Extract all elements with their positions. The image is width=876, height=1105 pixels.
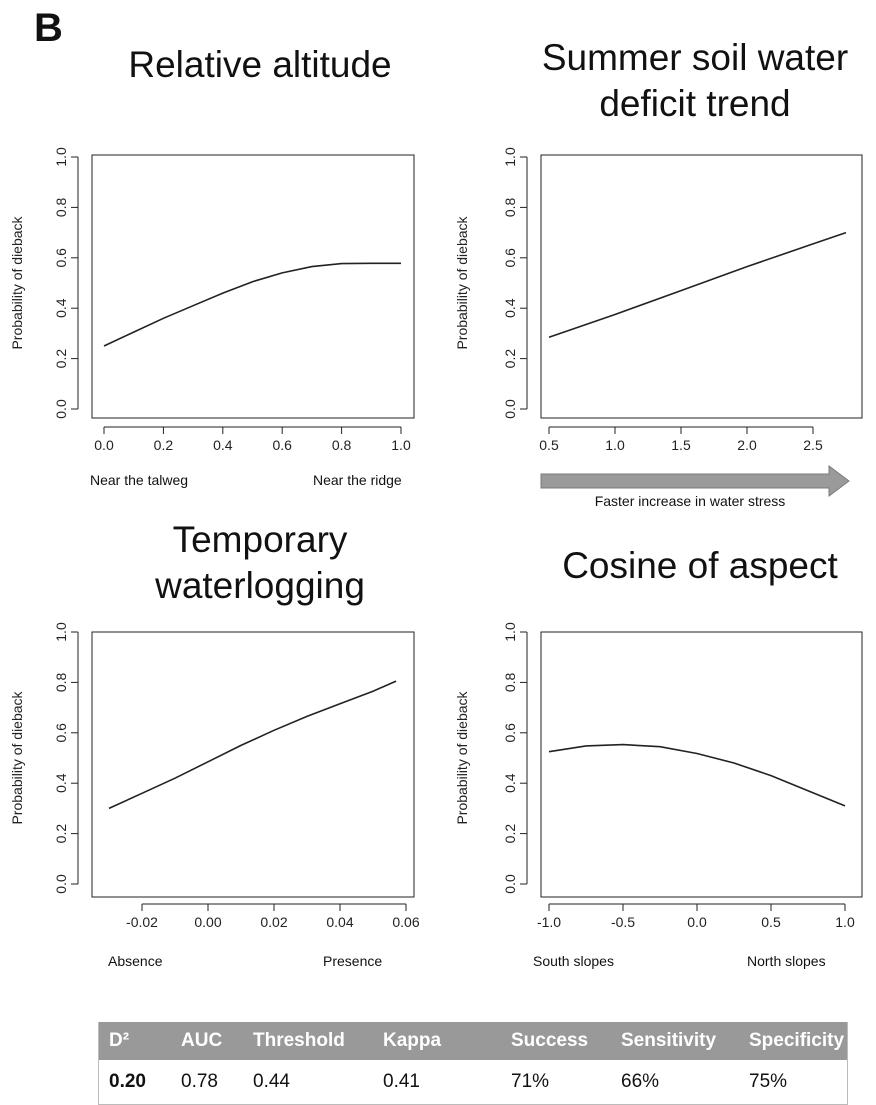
y-tick-label: 0.2 <box>53 824 69 844</box>
title-relative-altitude: Relative altitude <box>128 44 392 85</box>
y-tick-label: 0.6 <box>53 248 69 268</box>
panel-label: B <box>34 6 63 50</box>
y-axis-title: Probability of dieback <box>454 690 470 824</box>
value-specificity: 75% <box>739 1060 848 1105</box>
x-tick-label: 0.6 <box>272 437 292 453</box>
y-tick-label: 0.8 <box>53 672 69 692</box>
title-soil-water-deficit: Summer soil water deficit trend <box>541 37 849 124</box>
x-tick-label: -0.5 <box>611 914 635 930</box>
x-tick-label: 1.5 <box>671 437 691 453</box>
value-success: 71% <box>501 1060 611 1105</box>
x-tick-label: 1.0 <box>835 914 855 930</box>
x-tick-label: 0.2 <box>154 437 174 453</box>
x-right-label-altitude: Near the ridge <box>313 472 402 488</box>
response-curve <box>548 231 847 338</box>
plot-frame <box>540 631 863 898</box>
y-tick-label: 0.8 <box>502 672 518 692</box>
header-d2: D² <box>98 1022 171 1060</box>
x-tick-label: 0.8 <box>332 437 352 453</box>
y-tick-label: 1.0 <box>502 147 518 167</box>
plot-frame <box>540 154 863 419</box>
response-curve <box>108 680 397 810</box>
x-tick-label: 0.0 <box>687 914 707 930</box>
stats-header-row: D² AUC Threshold Kappa Success Sensitivi… <box>98 1022 848 1060</box>
value-threshold: 0.44 <box>243 1060 373 1105</box>
x-tick-label: 0.06 <box>392 914 419 930</box>
plot-frame <box>91 631 415 898</box>
x-left-label-waterlogging: Absence <box>108 953 163 969</box>
x-tick-label: -1.0 <box>537 914 561 930</box>
response-curve <box>103 262 401 347</box>
header-success: Success <box>501 1022 611 1060</box>
stats-value-row: 0.20 0.78 0.44 0.41 71% 66% 75% <box>98 1060 848 1105</box>
x-tick-label: 0.0 <box>94 437 114 453</box>
header-kappa: Kappa <box>373 1022 501 1060</box>
x-tick-label: 1.0 <box>391 437 411 453</box>
y-tick-label: 0.0 <box>53 399 69 419</box>
stats-table: D² AUC Threshold Kappa Success Sensitivi… <box>98 1022 848 1105</box>
x-tick-label: 2.0 <box>737 437 757 453</box>
x-tick-label: 1.0 <box>605 437 625 453</box>
header-sensitivity: Sensitivity <box>611 1022 739 1060</box>
y-axis-title: Probability of dieback <box>9 215 25 349</box>
x-right-label-waterlogging: Presence <box>323 953 383 969</box>
y-tick-label: 0.6 <box>502 723 518 743</box>
y-tick-label: 0.2 <box>502 349 518 369</box>
value-kappa: 0.41 <box>373 1060 501 1105</box>
response-curve <box>548 743 846 807</box>
x-tick-label: 0.5 <box>761 914 781 930</box>
y-tick-label: 0.6 <box>502 248 518 268</box>
arrow-caption: Faster increase in water stress <box>594 493 786 509</box>
y-tick-label: 0.0 <box>502 399 518 419</box>
y-tick-label: 0.0 <box>53 874 69 894</box>
y-tick-label: 0.4 <box>502 773 518 793</box>
title-waterlogging: Temporary waterlogging <box>155 519 365 606</box>
header-threshold: Threshold <box>243 1022 373 1060</box>
y-tick-label: 0.4 <box>53 773 69 793</box>
value-auc: 0.78 <box>171 1060 243 1105</box>
y-tick-label: 0.0 <box>502 874 518 894</box>
y-tick-label: 0.8 <box>53 197 69 217</box>
y-tick-label: 0.2 <box>502 824 518 844</box>
y-tick-label: 0.6 <box>53 723 69 743</box>
y-tick-label: 1.0 <box>502 622 518 642</box>
y-tick-label: 0.8 <box>502 197 518 217</box>
y-tick-label: 0.4 <box>502 298 518 318</box>
x-tick-label: -0.02 <box>126 914 158 930</box>
title-cosine-aspect: Cosine of aspect <box>562 545 838 586</box>
value-d2: 0.20 <box>98 1060 171 1105</box>
header-auc: AUC <box>171 1022 243 1060</box>
y-tick-label: 1.0 <box>53 147 69 167</box>
x-tick-label: 0.5 <box>539 437 559 453</box>
y-axis-title: Probability of dieback <box>454 215 470 349</box>
x-left-label-altitude: Near the talweg <box>90 472 189 488</box>
y-tick-label: 0.2 <box>53 349 69 369</box>
y-tick-label: 0.4 <box>53 298 69 318</box>
x-tick-label: 0.00 <box>194 914 221 930</box>
x-tick-label: 0.4 <box>213 437 233 453</box>
x-tick-label: 0.02 <box>260 914 287 930</box>
y-tick-label: 1.0 <box>53 622 69 642</box>
arrow-shape <box>540 465 850 497</box>
value-sensitivity: 66% <box>611 1060 739 1105</box>
x-tick-label: 0.04 <box>326 914 353 930</box>
header-specificity: Specificity <box>739 1022 848 1060</box>
plot-frame <box>91 154 415 419</box>
x-tick-label: 2.5 <box>803 437 823 453</box>
y-axis-title: Probability of dieback <box>9 690 25 824</box>
x-right-label-aspect: North slopes <box>747 953 826 969</box>
x-left-label-aspect: South slopes <box>533 953 614 969</box>
